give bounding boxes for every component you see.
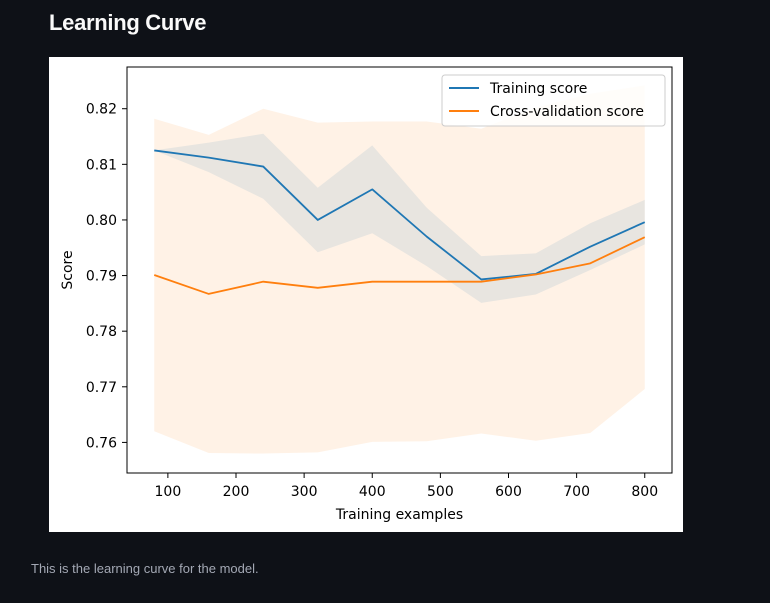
y-tick-label: 0.78 (86, 324, 117, 340)
x-tick-label: 600 (495, 484, 522, 500)
legend-label: Training score (489, 81, 587, 97)
band-training (154, 133, 645, 303)
x-tick-label: 500 (427, 484, 454, 500)
x-tick-label: 400 (359, 484, 386, 500)
x-tick-label: 800 (631, 484, 658, 500)
x-axis-label: Training examples (335, 507, 463, 523)
x-tick-label: 300 (291, 484, 318, 500)
chart-caption: This is the learning curve for the model… (31, 561, 259, 576)
y-axis-ticks: 0.76 0.77 0.78 0.79 0.80 0.81 0.82 (86, 102, 127, 451)
axes-frame (126, 66, 673, 474)
learning-curve-chart: 100 200 300 400 500 600 700 800 0.76 0.77 0.78 0.7… (49, 57, 683, 532)
y-tick-label: 0.77 (86, 380, 117, 396)
y-tick-label: 0.79 (86, 269, 117, 285)
x-axis-ticks: 100 200 300 400 500 600 700 800 (155, 473, 658, 500)
chart-svg: 100 200 300 400 500 600 700 800 0.760.770.780.7… (60, 66, 673, 523)
x-tick-label: 200 (223, 484, 250, 500)
y-tick-label: 0.76 (86, 435, 117, 451)
y-tick-label: 0.82 (86, 102, 117, 118)
y-tick-label: 0.81 (86, 157, 117, 173)
line-cross-validation-score (153, 236, 646, 295)
legend-label: Cross-validation score (490, 104, 644, 120)
line-training-score (154, 149, 646, 281)
legend-box (441, 74, 666, 127)
y-axis-label: Score (60, 250, 76, 289)
x-tick-label: 100 (155, 484, 182, 500)
band-cross-validation (154, 85, 645, 454)
legend: Training score Cross-validation score (441, 74, 666, 127)
x-tick-label: 700 (563, 484, 590, 500)
series-lines (153, 149, 646, 295)
confidence-bands (154, 85, 645, 454)
y-tick-label: 0.80 (86, 213, 117, 229)
page-title: Learning Curve (49, 10, 207, 35)
